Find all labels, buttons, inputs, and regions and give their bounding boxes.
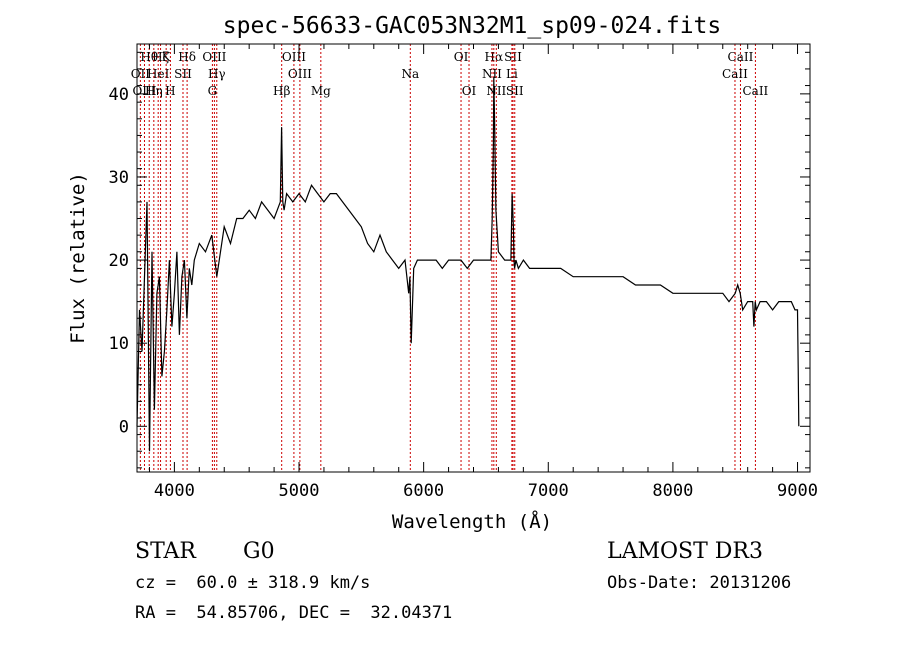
obs-date: Obs-Date: 20131206 <box>607 573 792 593</box>
marker-label-1: OII <box>131 67 151 81</box>
y-axis-label: Flux (relative) <box>67 172 89 344</box>
redshift-value: cz = 60.0 ± 318.9 km/s <box>135 573 371 593</box>
marker-label-21: NII <box>482 67 502 81</box>
marker-label-26: CaII <box>728 50 754 64</box>
y-tick-label-4: 40 <box>109 85 129 105</box>
x-tick-label-2: 6000 <box>403 481 444 501</box>
marker-label-13: OIII <box>282 50 306 64</box>
marker-label-20: Hα <box>485 50 504 64</box>
marker-label-22: NII <box>486 84 506 98</box>
y-tick-label-0: 0 <box>119 417 129 437</box>
marker-label-25: SII <box>506 84 524 98</box>
marker-label-16: Mg <box>311 84 331 98</box>
marker-label-19: OI <box>462 84 477 98</box>
x-tick-label-3: 7000 <box>528 481 569 501</box>
marker-label-28: CaII <box>742 84 768 98</box>
marker-label-24: Li <box>506 67 518 81</box>
marker-label-2: OIII <box>132 84 156 98</box>
marker-label-4: HeI <box>147 67 170 81</box>
marker-label-8: H <box>165 84 175 98</box>
coordinates: RA = 54.85706, DEC = 32.04371 <box>135 603 453 623</box>
y-tick-label-3: 30 <box>109 168 129 188</box>
marker-label-23: SII <box>504 50 522 64</box>
marker-label-6: K <box>162 50 172 64</box>
y-tick-label-1: 10 <box>109 334 129 354</box>
object-subclass: G0 <box>243 539 275 564</box>
marker-label-3: Hζ <box>152 50 169 64</box>
x-axis: 4000 5000 6000 7000 8000 9000 <box>148 44 818 501</box>
x-tick-label-1: 5000 <box>279 481 320 501</box>
marker-label-15: Hβ <box>273 84 290 98</box>
marker-label-7: SII <box>174 67 192 81</box>
marker-label-18: OI <box>454 50 469 64</box>
x-tick-label-0: 4000 <box>154 481 195 501</box>
x-tick-label-4: 8000 <box>652 481 693 501</box>
marker-label-10: OIII <box>202 50 226 64</box>
marker-label-5: Hη <box>145 84 163 98</box>
marker-label-27: CaII <box>722 67 748 81</box>
marker-label-11: Hγ <box>208 67 226 81</box>
object-class: STAR <box>135 539 196 564</box>
marker-label-14: OIII <box>288 67 312 81</box>
y-tick-label-2: 20 <box>109 251 129 271</box>
marker-label-17: Na <box>401 67 419 81</box>
chart-title: spec-56633-GAC053N32M1_sp09-024.fits <box>223 13 722 39</box>
spectrum-line <box>136 77 800 452</box>
marker-label-9: Hδ <box>178 50 196 64</box>
plot-frame <box>136 43 811 473</box>
marker-label-12: G <box>208 84 218 98</box>
y-axis: 0 10 20 30 40 <box>109 51 810 469</box>
survey-name: LAMOST DR3 <box>607 539 763 564</box>
x-axis-label: Wavelength (Å) <box>392 510 552 533</box>
x-tick-label-5: 9000 <box>777 481 818 501</box>
